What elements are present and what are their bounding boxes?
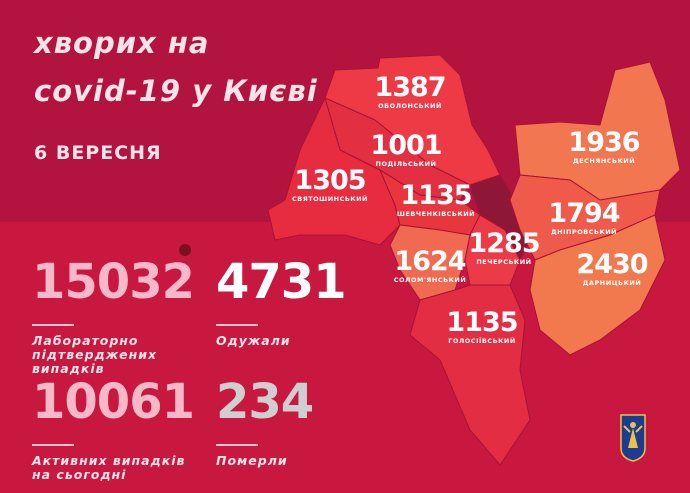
district-count: 1285	[468, 228, 540, 259]
stat-value: 4731	[216, 254, 347, 310]
stat-active: 10061 Активних випадків на сьогодні	[32, 374, 195, 482]
district-name: ГОЛОСІЇВСЬКИЙ	[448, 337, 516, 345]
district-holosiivskyi[interactable]	[409, 284, 531, 466]
title-line-2: covid-19 у Києві	[34, 74, 318, 108]
date: 6 ВЕРЕСНЯ	[34, 142, 162, 164]
district-label-obolonskyi: 1387 ОБОЛОНСЬКИЙ	[374, 72, 446, 110]
district-name: ДЕСНЯНСЬКИЙ	[572, 157, 636, 165]
district-count: 1135	[400, 180, 472, 211]
district-name: ПОДІЛЬСЬКИЙ	[375, 160, 437, 168]
district-name: ШЕВЧЕНКІВСЬКИЙ	[396, 210, 476, 218]
district-name: ОБОЛОНСЬКИЙ	[378, 102, 442, 110]
divider	[216, 444, 258, 446]
district-name: ДАРНИЦЬКИЙ	[582, 279, 642, 287]
stat-label: Активних випадків	[32, 453, 186, 468]
stat-label: підтверджених	[32, 347, 158, 362]
virus-icon	[179, 244, 191, 256]
district-count: 1936	[568, 127, 640, 158]
stat-value: 15032	[32, 254, 195, 310]
district-label-holosiivskyi: 1135 ГОЛОСІЇВСЬКИЙ	[446, 307, 518, 345]
district-label-solomianskyi: 1624 СОЛОМ'ЯНСЬКИЙ	[394, 248, 467, 284]
district-count: 2430	[576, 249, 648, 280]
district-label-desnianskyi: 1936 ДЕСНЯНСЬКИЙ	[568, 127, 640, 165]
district-label-dniprovskyi: 1794 ДНІПРОВСЬКИЙ	[548, 198, 620, 236]
stat-value: 10061	[32, 374, 195, 430]
district-name: СВЯТОШИНСЬКИЙ	[291, 195, 369, 203]
district-name: ПЕЧЕРСЬКИЙ	[476, 258, 532, 266]
district-darnytskyi[interactable]	[529, 214, 666, 356]
stat-value: 234	[216, 374, 314, 430]
district-count: 1794	[548, 198, 620, 229]
stat-deaths: 234 Померли	[216, 374, 314, 468]
stat-label: Одужали	[216, 333, 291, 348]
divider	[216, 324, 258, 326]
stat-confirmed: 15032 Лабораторно підтверджених випадків	[32, 254, 195, 376]
district-count: 1624	[394, 246, 466, 277]
stat-label: Лабораторно	[32, 333, 139, 348]
district-label-pecherskyi: 1285 ПЕЧЕРСЬКИЙ	[468, 228, 540, 266]
stat-recovered: 4731 Одужали	[216, 254, 347, 348]
district-label-sviatoshynskyi: 1305 СВЯТОШИНСЬКИЙ	[292, 167, 368, 203]
divider	[32, 444, 74, 446]
district-name: СОЛОМ'ЯНСЬКИЙ	[393, 276, 467, 284]
divider	[32, 324, 74, 326]
district-count: 1001	[370, 130, 442, 161]
stat-label: випадків	[32, 361, 105, 376]
district-sviatoshynskyi[interactable]	[267, 96, 401, 246]
district-label-darnytskyi: 2430 ДАРНИЦЬКИЙ	[576, 249, 648, 287]
kyiv-coat-of-arms-icon	[620, 414, 646, 462]
dnipro-river	[469, 174, 531, 262]
stat-label: Померли	[216, 453, 288, 468]
stat-label: на сьогодні	[32, 467, 127, 482]
district-label-podilskyi: 1001 ПОДІЛЬСЬКИЙ	[370, 130, 442, 168]
district-count: 1387	[374, 72, 446, 103]
district-count: 1305	[294, 165, 366, 196]
district-label-shevchenkivskyi: 1135 ШЕВЧЕНКІВСЬКИЙ	[397, 182, 475, 218]
district-name: ДНІПРОВСЬКИЙ	[550, 228, 618, 236]
title-line-1: хворих на	[34, 26, 210, 60]
district-count: 1135	[446, 307, 518, 338]
